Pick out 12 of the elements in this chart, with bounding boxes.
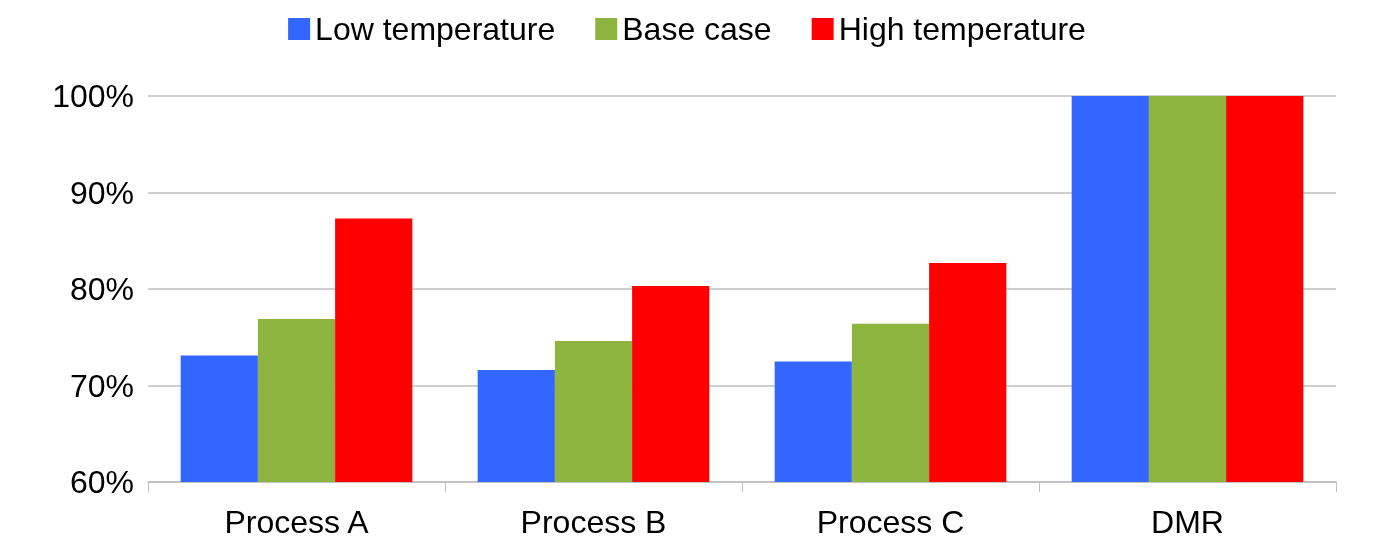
y-tick-label: 60% <box>69 464 134 500</box>
y-tick-label: 70% <box>69 367 134 404</box>
legend-label: Low temperature <box>315 11 556 47</box>
x-tick-label: Process B <box>520 504 667 540</box>
legend-label: Base case <box>622 11 772 47</box>
y-tick-label: 100% <box>52 78 134 114</box>
y-tick-label: 80% <box>69 271 134 307</box>
y-tick-label: 90% <box>69 174 134 211</box>
legend-label: High temperature <box>838 11 1086 47</box>
x-tick-label: Process C <box>816 504 965 540</box>
x-tick-label: DMR <box>1151 504 1224 540</box>
x-tick-label: Process A <box>224 504 370 540</box>
